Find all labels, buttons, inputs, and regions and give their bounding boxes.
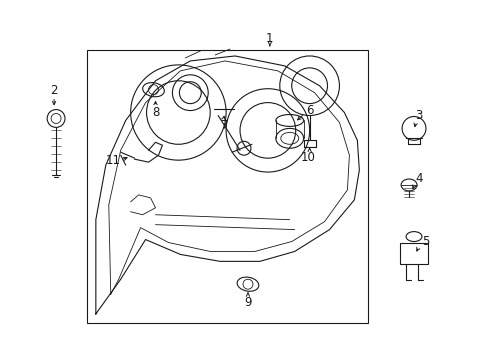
Text: 6: 6 (305, 104, 313, 117)
Text: 3: 3 (414, 109, 422, 122)
Text: 11: 11 (105, 154, 120, 167)
Text: 8: 8 (151, 106, 159, 119)
Text: 9: 9 (244, 296, 251, 309)
Text: 10: 10 (300, 151, 314, 164)
Bar (399, 243, 427, 264)
Text: 2: 2 (50, 84, 58, 97)
Text: 1: 1 (265, 32, 273, 45)
Text: 7: 7 (221, 119, 228, 132)
Text: 5: 5 (422, 235, 429, 248)
Text: 4: 4 (414, 171, 422, 185)
Bar (87, 50, 367, 323)
